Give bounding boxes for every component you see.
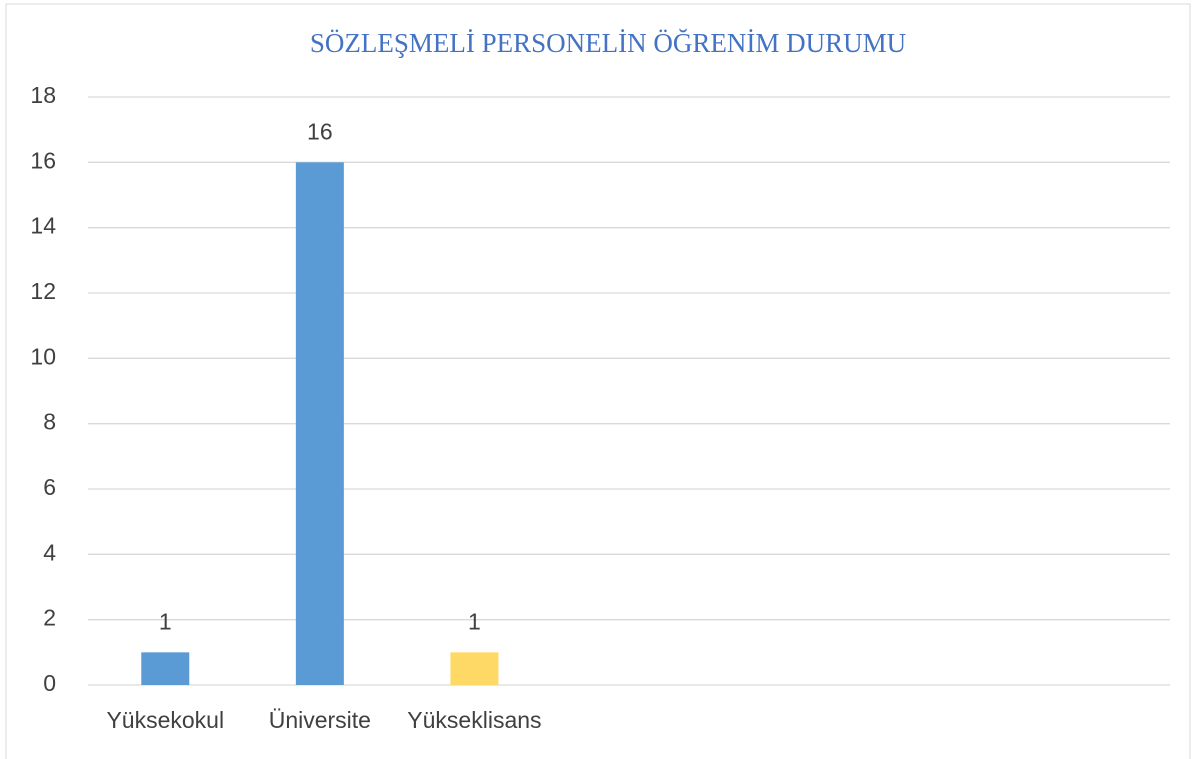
y-tick-label: 8 [43, 409, 56, 435]
x-tick-label: Yükseklisans [407, 707, 541, 733]
y-tick-label: 16 [30, 147, 56, 173]
y-tick-label: 6 [43, 474, 56, 500]
chart-border [5, 3, 1191, 759]
y-tick-label: 2 [43, 605, 56, 631]
y-tick-label: 12 [30, 278, 56, 304]
bar [141, 652, 190, 685]
data-label: 1 [468, 608, 481, 634]
bar [295, 162, 344, 686]
y-tick-label: 4 [43, 539, 56, 565]
y-tick-label: 0 [43, 670, 56, 696]
bar [450, 652, 499, 685]
data-label: 1 [159, 608, 172, 634]
x-tick-label: Yüksekokul [106, 707, 224, 733]
y-tick-label: 14 [30, 213, 56, 239]
x-tick-label: Üniversite [269, 707, 371, 733]
y-tick-label: 18 [30, 82, 56, 108]
chart-title: SÖZLEŞMELİ PERSONELİN ÖĞRENİM DURUMU [310, 28, 906, 58]
y-tick-label: 10 [30, 343, 56, 369]
data-label: 16 [307, 118, 333, 144]
